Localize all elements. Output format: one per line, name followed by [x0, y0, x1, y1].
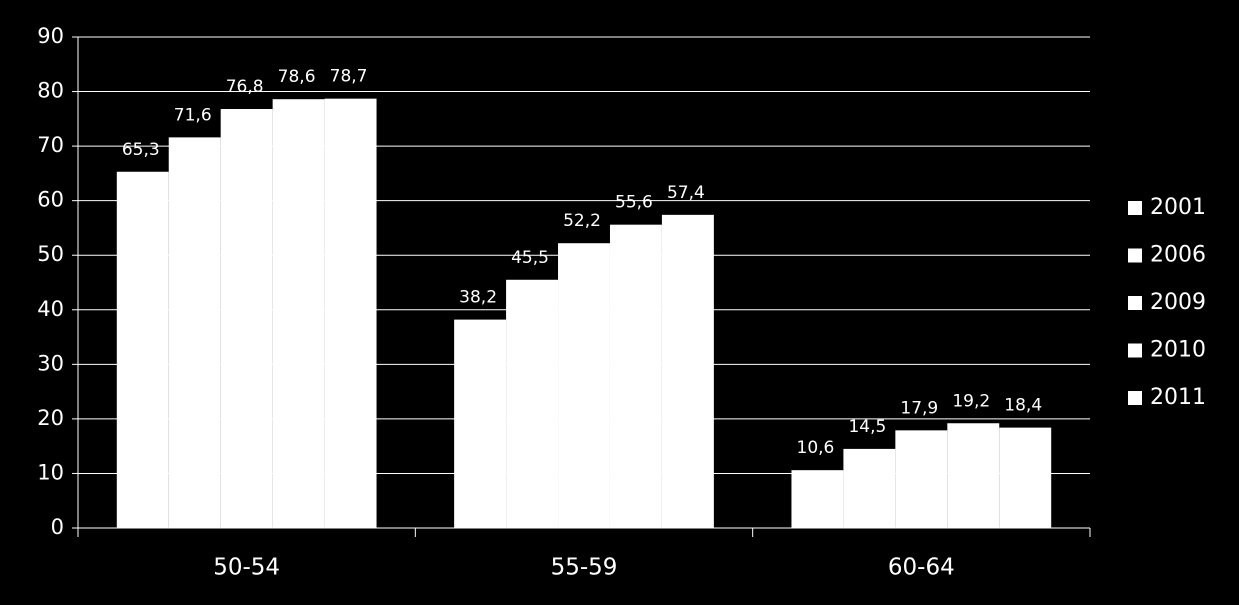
bar [116, 171, 169, 528]
bar [272, 99, 325, 529]
y-tick-label: 20 [37, 406, 64, 430]
value-label: 14,5 [848, 417, 886, 437]
bar [220, 109, 273, 528]
value-label: 17,9 [900, 398, 938, 418]
legend-swatch [1128, 201, 1142, 215]
value-label: 10,6 [797, 438, 835, 458]
bar [324, 98, 377, 529]
value-label: 57,4 [667, 183, 705, 203]
bar [168, 137, 221, 529]
y-tick-label: 90 [37, 24, 64, 48]
bar [895, 430, 948, 528]
y-tick-label: 80 [37, 79, 64, 103]
y-tick-label: 0 [51, 515, 64, 539]
value-label: 71,6 [174, 105, 212, 125]
legend-label: 2011 [1150, 385, 1206, 410]
bar [999, 427, 1052, 528]
x-tick-label: 50-54 [213, 555, 280, 581]
value-label: 78,7 [330, 67, 368, 87]
y-tick-label: 40 [37, 297, 64, 321]
value-label: 52,2 [563, 211, 601, 231]
value-label: 45,5 [511, 248, 549, 268]
legend-swatch [1128, 391, 1142, 405]
legend-label: 2009 [1150, 290, 1206, 315]
y-tick-label: 10 [37, 460, 64, 484]
bar [454, 319, 507, 528]
value-label: 18,4 [1004, 396, 1042, 416]
y-tick-label: 60 [37, 188, 64, 212]
value-label: 76,8 [226, 77, 264, 97]
bar [947, 423, 1000, 528]
bar [506, 279, 559, 528]
x-tick-label: 60-64 [888, 555, 955, 581]
value-label: 78,6 [278, 67, 316, 87]
bar [558, 243, 610, 528]
bar [843, 448, 896, 528]
value-label: 55,6 [615, 193, 653, 213]
legend-label: 2006 [1150, 243, 1206, 268]
legend-swatch [1128, 248, 1142, 263]
y-tick-label: 30 [37, 351, 64, 375]
y-tick-label: 70 [37, 133, 64, 157]
bar [661, 214, 714, 528]
x-tick-label: 55-59 [551, 555, 618, 581]
value-label: 38,2 [459, 288, 497, 308]
y-tick-label: 50 [37, 242, 64, 266]
legend-swatch [1128, 296, 1142, 310]
legend-swatch [1128, 343, 1142, 358]
value-label: 65,3 [122, 140, 160, 160]
value-label: 19,2 [952, 391, 990, 411]
legend-label: 2001 [1150, 195, 1206, 220]
bar [609, 224, 662, 528]
legend-label: 2010 [1150, 338, 1206, 363]
bar [791, 470, 844, 528]
